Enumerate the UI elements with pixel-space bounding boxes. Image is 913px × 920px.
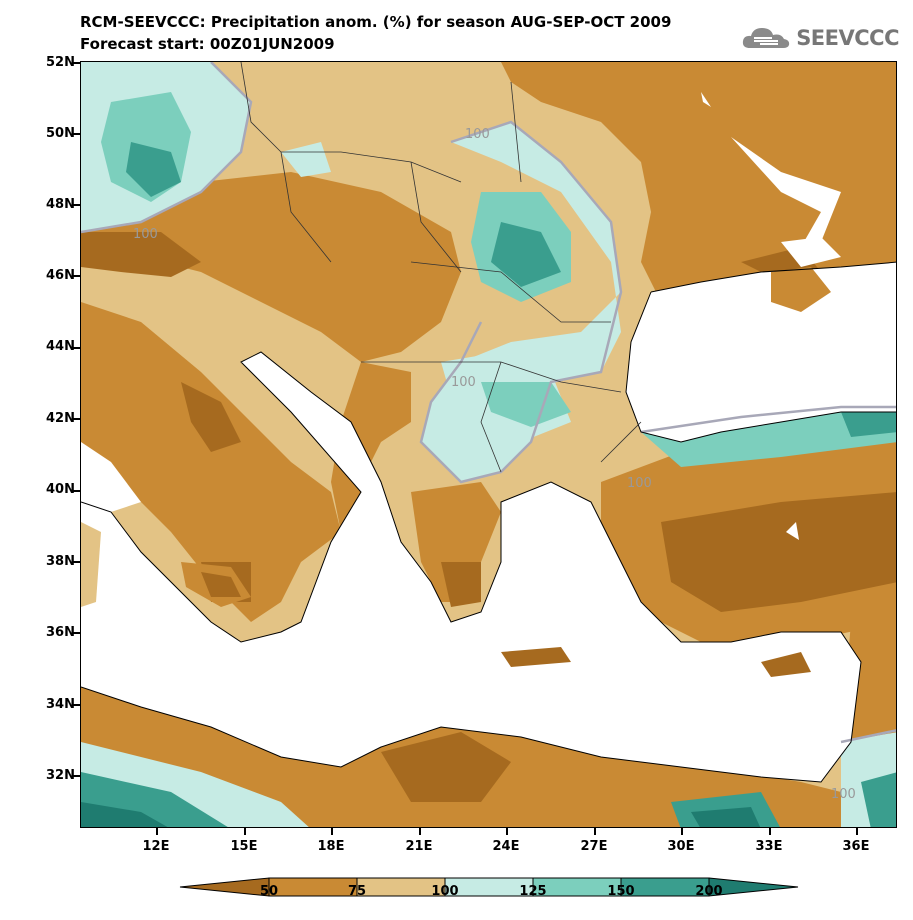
lat-label: 50N xyxy=(46,126,75,141)
lat-label: 36N xyxy=(46,625,75,640)
lon-tick xyxy=(506,828,508,835)
colorbar-label: 150 xyxy=(607,884,635,899)
lon-label: 27E xyxy=(580,839,608,854)
contour-label: 100 xyxy=(451,375,476,390)
colorbar-label: 200 xyxy=(695,884,723,899)
lon-label: 30E xyxy=(667,839,695,854)
lat-tick xyxy=(72,347,80,349)
lat-tick xyxy=(72,775,80,777)
lon-label: 18E xyxy=(317,839,345,854)
colorbar-label: 125 xyxy=(519,884,547,899)
lat-tick xyxy=(72,275,80,277)
lon-tick xyxy=(331,828,333,835)
lon-label: 15E xyxy=(230,839,258,854)
lon-label: 24E xyxy=(492,839,520,854)
colorbar-label: 100 xyxy=(431,884,459,899)
colorbar-label: 75 xyxy=(347,884,367,899)
lon-tick xyxy=(156,828,158,835)
lon-tick xyxy=(244,828,246,835)
lon-tick xyxy=(856,828,858,835)
lat-label: 42N xyxy=(46,411,75,426)
lat-tick xyxy=(72,704,80,706)
lat-tick xyxy=(72,62,80,64)
colorbar xyxy=(179,877,799,897)
lat-label: 38N xyxy=(46,554,75,569)
colorbar-segment xyxy=(708,877,799,897)
lon-tick xyxy=(594,828,596,835)
lat-label: 40N xyxy=(46,482,75,497)
lat-tick xyxy=(72,632,80,634)
lon-label: 21E xyxy=(405,839,433,854)
lat-tick xyxy=(72,204,80,206)
lat-label: 32N xyxy=(46,768,75,783)
lat-label: 46N xyxy=(46,268,75,283)
logo-text: SEEVCCC xyxy=(796,26,899,50)
forecast-start: Forecast start: 00Z01JUN2009 xyxy=(80,35,335,53)
lat-tick xyxy=(72,561,80,563)
lon-tick xyxy=(769,828,771,835)
lat-label: 44N xyxy=(46,339,75,354)
map-title: RCM-SEEVCCC: Precipitation anom. (%) for… xyxy=(80,13,672,31)
lat-tick xyxy=(72,418,80,420)
lat-label: 52N xyxy=(46,55,75,70)
seevccc-logo: SEEVCCC xyxy=(740,24,899,52)
lon-label: 12E xyxy=(142,839,170,854)
colorbar-label: 50 xyxy=(259,884,279,899)
contour-label: 100 xyxy=(627,476,652,491)
contour-label: 100 xyxy=(465,127,490,142)
contour-label: 100 xyxy=(831,787,856,802)
lon-tick xyxy=(681,828,683,835)
lon-label: 36E xyxy=(842,839,870,854)
lat-label: 48N xyxy=(46,197,75,212)
lon-label: 33E xyxy=(755,839,783,854)
contour-label: 100 xyxy=(133,227,158,242)
lat-label: 34N xyxy=(46,697,75,712)
anomaly-map: 100 100 100 100 100 xyxy=(81,62,896,827)
contour-labels: 100 100 100 100 100 xyxy=(133,127,856,802)
lat-tick xyxy=(72,490,80,492)
cloud-icon xyxy=(743,28,790,48)
lon-tick xyxy=(419,828,421,835)
lat-tick xyxy=(72,133,80,135)
map-panel: 100 100 100 100 100 xyxy=(80,61,897,828)
